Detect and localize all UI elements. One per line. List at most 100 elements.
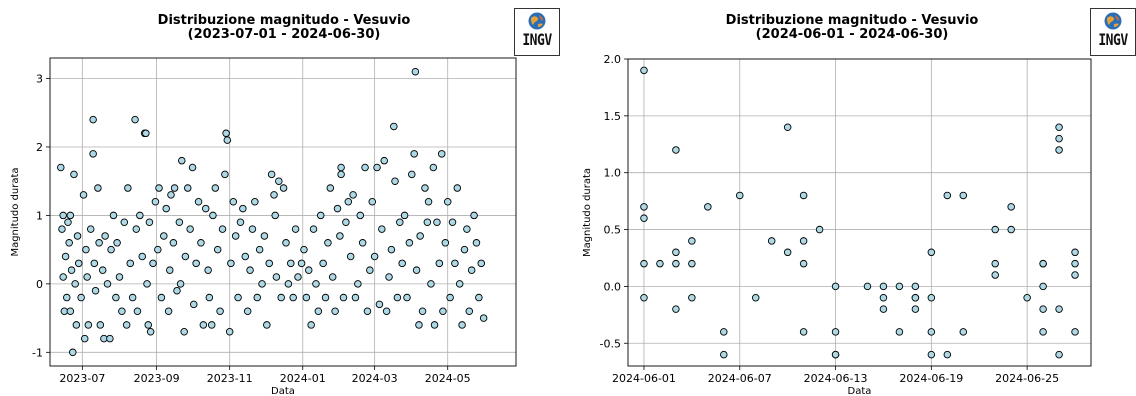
data-point — [337, 163, 345, 172]
data-point — [640, 259, 648, 268]
data-point — [336, 232, 344, 240]
data-point — [443, 197, 452, 206]
data-point — [358, 239, 367, 247]
data-point — [1023, 294, 1031, 302]
y-tick-label: 1.5 — [604, 110, 622, 123]
data-point — [95, 239, 103, 247]
data-point — [131, 115, 139, 124]
data-point — [767, 237, 776, 245]
data-point — [190, 300, 198, 309]
data-point — [799, 328, 808, 336]
data-point — [441, 239, 450, 247]
data-point — [1055, 305, 1063, 313]
data-point — [136, 211, 144, 220]
y-tick-label: 2 — [36, 141, 43, 154]
data-point — [164, 307, 173, 315]
data-point — [991, 271, 999, 279]
x-tick-label: 2024-06-07 — [708, 372, 772, 385]
data-point — [155, 184, 163, 192]
data-point — [927, 350, 936, 359]
data-point — [194, 197, 203, 206]
data-point — [80, 334, 89, 343]
x-tick-label: 2024-06-25 — [995, 372, 1059, 385]
data-point — [403, 293, 411, 302]
y-tick-label: 2.0 — [604, 53, 622, 66]
data-point — [154, 245, 162, 254]
data-point — [720, 350, 728, 359]
data-point — [243, 307, 252, 315]
y-tick-label: 1.0 — [604, 167, 622, 180]
data-point — [412, 266, 421, 274]
data-point — [59, 273, 67, 281]
data-point — [66, 307, 75, 315]
data-point — [89, 115, 97, 124]
data-point — [231, 232, 240, 240]
data-point — [204, 266, 212, 274]
data-point — [672, 146, 680, 154]
data-point — [184, 184, 192, 192]
data-point — [279, 184, 288, 192]
data-point — [287, 259, 295, 268]
data-point — [672, 259, 680, 268]
data-point — [58, 225, 66, 233]
data-point — [429, 163, 438, 172]
data-point — [959, 191, 968, 200]
data-point — [390, 122, 398, 131]
y-tick-label: -1 — [32, 346, 43, 359]
data-point — [101, 232, 109, 240]
data-point — [410, 150, 418, 158]
data-point — [408, 170, 416, 179]
data-point — [144, 321, 152, 329]
data-point — [448, 218, 457, 227]
data-point — [170, 184, 179, 192]
data-point — [831, 328, 840, 336]
data-point — [248, 225, 257, 233]
data-point — [446, 293, 454, 302]
data-point — [146, 328, 155, 336]
data-point — [879, 305, 888, 313]
data-point — [1055, 146, 1063, 154]
data-point — [113, 239, 121, 247]
data-point — [216, 307, 224, 315]
chart-panel-left: Distribuzione magnitudo - Vesuvio (2023-… — [10, 8, 560, 396]
data-point — [138, 252, 146, 261]
chart-title: Distribuzione magnitudo - Vesuvio (2024-… — [568, 14, 1136, 42]
data-point — [415, 321, 423, 329]
scatter-plot-right: 2024-06-01 2024-06-07 2024-06-13 2024-06-19… — [582, 53, 1092, 396]
data-point — [424, 197, 433, 206]
y-tick-label: 3 — [36, 73, 43, 86]
data-point — [199, 321, 208, 329]
y-axis-label: Magnitudo durata — [582, 168, 593, 257]
data-point — [83, 273, 91, 281]
data-point — [241, 252, 250, 261]
data-point — [640, 214, 648, 222]
data-point — [180, 328, 188, 336]
data-point — [324, 239, 332, 247]
data-point — [211, 184, 220, 192]
data-point — [66, 211, 75, 220]
ingv-logo: INGV — [1090, 8, 1136, 56]
data-point — [385, 273, 393, 281]
logo-text: INGV — [522, 31, 552, 50]
data-point — [90, 259, 99, 268]
data-point — [672, 248, 680, 257]
data-point — [265, 259, 273, 268]
data-point — [472, 239, 481, 247]
logo-text: INGV — [1098, 31, 1128, 50]
data-point — [294, 273, 302, 281]
data-point — [57, 163, 65, 172]
data-point — [1055, 123, 1063, 131]
chart-panel-right: Distribuzione magnitudo - Vesuvio (2024-… — [568, 0, 1136, 396]
globe-icon — [528, 12, 546, 30]
data-point — [453, 184, 462, 192]
data-point — [354, 280, 362, 288]
scatter-plot-left: 2023-07 2023-09 2023-11 2024-01 2024-03 2024-… — [10, 57, 517, 396]
data-point — [351, 293, 360, 302]
data-point — [284, 280, 293, 288]
data-point — [439, 307, 447, 315]
data-point — [316, 211, 325, 220]
data-point — [895, 328, 904, 336]
x-tick-label: 2024-06-19 — [899, 372, 963, 385]
data-point — [435, 259, 444, 268]
data-point — [229, 197, 238, 206]
